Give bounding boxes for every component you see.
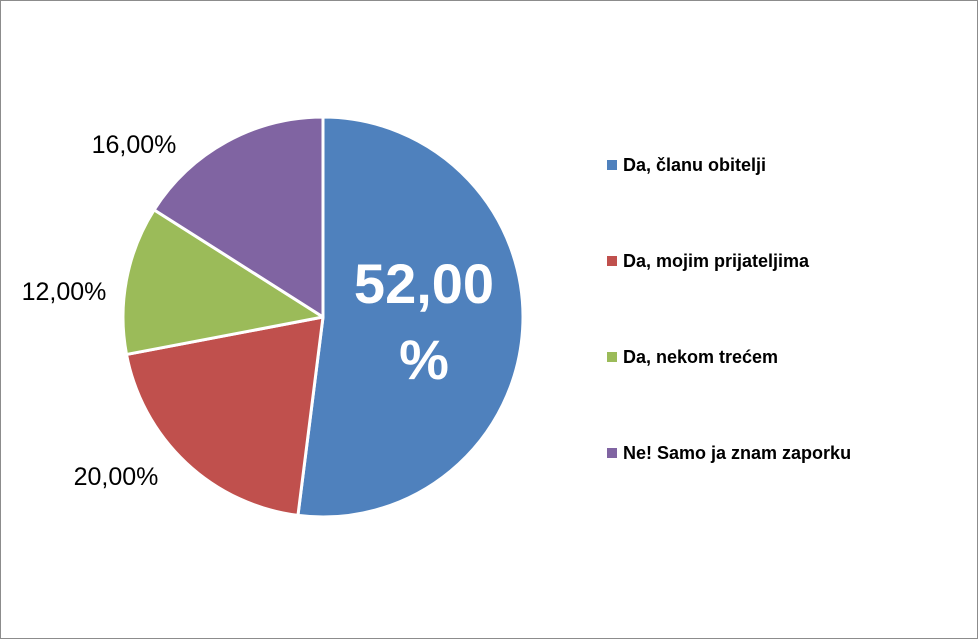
pie-slices [121, 115, 525, 519]
data-label-4: 16,00% [92, 131, 177, 159]
legend-swatch-3 [607, 352, 617, 362]
legend-swatch-4 [607, 448, 617, 458]
data-label-2: 20,00% [74, 463, 159, 491]
legend-swatch-2 [607, 256, 617, 266]
legend: Da, članu obitelji Da, mojim prijateljima… [607, 155, 851, 463]
data-label-1: 52,00% [354, 252, 494, 391]
pie-data-labels: 52,00 % 20,00% 12,00% 16,00% [22, 131, 494, 491]
legend-swatch-1 [607, 160, 617, 170]
legend-label-3: Da, nekom trećem [623, 347, 778, 367]
legend-label-2: Da, mojim prijateljima [623, 251, 810, 271]
legend-label-1: Da, članu obitelji [623, 155, 766, 175]
legend-label-4: Ne! Samo ja znam zaporku [623, 443, 851, 463]
pie-slice-3 [121, 208, 325, 356]
data-label-3: 12,00% [22, 278, 107, 306]
pie-slice-1 [296, 115, 525, 519]
pie-slice-4 [152, 115, 325, 319]
pie-slice-2 [125, 315, 325, 517]
